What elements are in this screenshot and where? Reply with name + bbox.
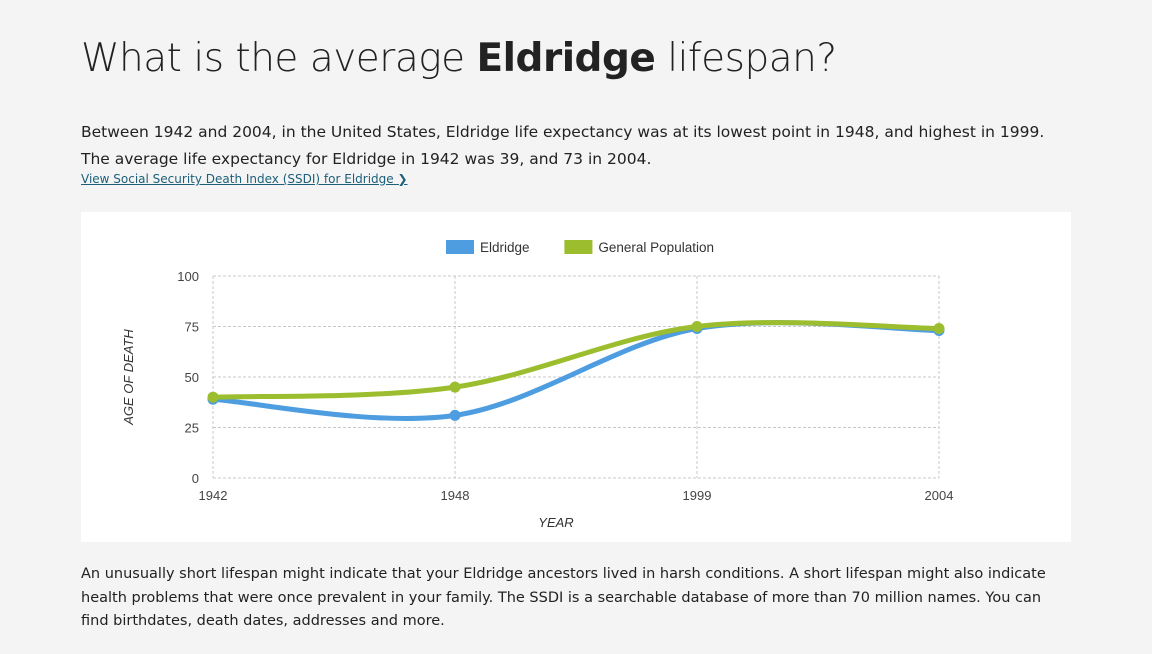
data-point-1 bbox=[207, 391, 219, 403]
x-tick-label: 1942 bbox=[199, 488, 228, 503]
y-axis-label: AGE OF DEATH bbox=[121, 329, 136, 426]
page-title: What is the average Eldridge lifespan? bbox=[81, 36, 837, 81]
outro-text: An unusually short lifespan might indica… bbox=[81, 566, 1046, 629]
legend-label-1: General Population bbox=[598, 240, 714, 255]
title-suffix: lifespan? bbox=[655, 36, 837, 81]
chart-card: 0 25 50 75 100 1942 1948 1999 2004 YEAR AGE OF DEA… bbox=[81, 212, 1071, 542]
series-line-1 bbox=[210, 320, 942, 400]
x-tick-label: 1948 bbox=[441, 488, 470, 503]
legend-label-0: Eldridge bbox=[480, 240, 530, 255]
x-tick-label: 1999 bbox=[683, 488, 712, 503]
title-surname: Eldridge bbox=[476, 36, 656, 81]
legend-swatch-0 bbox=[446, 240, 474, 254]
x-tick-label: 2004 bbox=[925, 488, 954, 503]
data-point-0 bbox=[449, 409, 461, 421]
x-axis-label: YEAR bbox=[538, 515, 573, 530]
series-line-0 bbox=[210, 320, 942, 421]
lifespan-chart: 0 25 50 75 100 1942 1948 1999 2004 YEAR AGE OF DEA… bbox=[121, 240, 954, 530]
y-tick-label: 75 bbox=[185, 320, 199, 335]
data-point-1 bbox=[933, 323, 945, 335]
intro-text: Between 1942 and 2004, in the United Sta… bbox=[81, 123, 1045, 168]
y-tick-label: 0 bbox=[192, 471, 199, 486]
data-point-1 bbox=[691, 321, 703, 332]
legend-swatch-1 bbox=[564, 240, 593, 254]
y-tick-label: 50 bbox=[185, 370, 199, 385]
y-tick-label: 100 bbox=[177, 269, 199, 284]
ssdi-link[interactable]: View Social Security Death Index (SSDI) … bbox=[81, 172, 408, 186]
y-tick-label: 25 bbox=[185, 421, 199, 436]
title-prefix: What is the average bbox=[81, 36, 477, 81]
data-point-1 bbox=[449, 381, 461, 393]
